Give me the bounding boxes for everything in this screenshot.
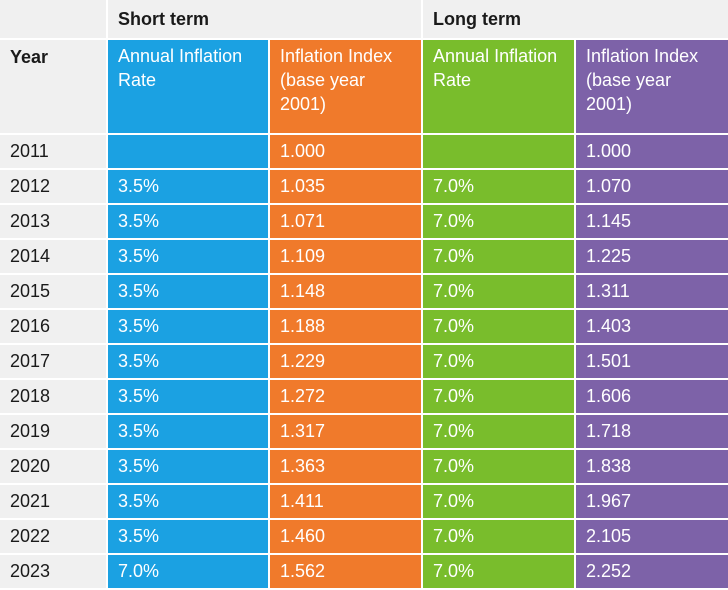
table-row: 2018 3.5% 1.272 7.0% 1.606 xyxy=(0,380,728,415)
cell-long-rate: 7.0% xyxy=(423,310,575,345)
cell-short-index: 1.109 xyxy=(270,240,422,275)
cell-short-index: 1.272 xyxy=(270,380,422,415)
cell-long-rate: 7.0% xyxy=(423,380,575,415)
table-row: 2020 3.5% 1.363 7.0% 1.838 xyxy=(0,450,728,485)
table-row: 2011 1.000 1.000 xyxy=(0,135,728,170)
table-row: 2017 3.5% 1.229 7.0% 1.501 xyxy=(0,345,728,380)
cell-short-index: 1.460 xyxy=(270,520,422,555)
cell-long-index: 1.501 xyxy=(576,345,728,380)
cell-short-rate: 3.5% xyxy=(108,240,268,275)
table-body: 2011 1.000 1.000 2012 3.5% 1.035 7.0% 1.070 2013… xyxy=(0,135,728,590)
cell-long-index: 1.718 xyxy=(576,415,728,450)
group-header-long-term: Long term xyxy=(423,0,728,40)
column-header-long-index: Inflation Index (base year 2001) xyxy=(576,40,728,135)
cell-long-index: 1.311 xyxy=(576,275,728,310)
cell-long-rate xyxy=(423,135,575,170)
table-row: 2021 3.5% 1.411 7.0% 1.967 xyxy=(0,485,728,520)
cell-year: 2020 xyxy=(0,450,106,485)
cell-short-rate: 3.5% xyxy=(108,520,268,555)
group-header-short-term: Short term xyxy=(108,0,422,40)
cell-year: 2021 xyxy=(0,485,106,520)
cell-short-rate: 3.5% xyxy=(108,205,268,240)
cell-year: 2012 xyxy=(0,170,106,205)
cell-year: 2013 xyxy=(0,205,106,240)
cell-short-index: 1.035 xyxy=(270,170,422,205)
table-row: 2022 3.5% 1.460 7.0% 2.105 xyxy=(0,520,728,555)
cell-long-index: 1.967 xyxy=(576,485,728,520)
cell-short-index: 1.562 xyxy=(270,555,422,590)
column-header-year: Year xyxy=(0,40,106,135)
column-header-long-rate: Annual Inflation Rate xyxy=(423,40,575,135)
cell-short-rate: 3.5% xyxy=(108,450,268,485)
cell-short-index: 1.363 xyxy=(270,450,422,485)
cell-short-index: 1.411 xyxy=(270,485,422,520)
cell-year: 2023 xyxy=(0,555,106,590)
cell-year: 2016 xyxy=(0,310,106,345)
cell-short-rate xyxy=(108,135,268,170)
cell-long-index: 1.070 xyxy=(576,170,728,205)
cell-short-index: 1.229 xyxy=(270,345,422,380)
cell-long-rate: 7.0% xyxy=(423,205,575,240)
cell-short-rate: 7.0% xyxy=(108,555,268,590)
table-row: 2019 3.5% 1.317 7.0% 1.718 xyxy=(0,415,728,450)
cell-long-rate: 7.0% xyxy=(423,170,575,205)
cell-short-rate: 3.5% xyxy=(108,415,268,450)
cell-long-rate: 7.0% xyxy=(423,415,575,450)
cell-short-rate: 3.5% xyxy=(108,485,268,520)
cell-short-rate: 3.5% xyxy=(108,310,268,345)
cell-year: 2018 xyxy=(0,380,106,415)
cell-year: 2017 xyxy=(0,345,106,380)
table-row: 2014 3.5% 1.109 7.0% 1.225 xyxy=(0,240,728,275)
cell-long-index: 2.252 xyxy=(576,555,728,590)
cell-long-rate: 7.0% xyxy=(423,450,575,485)
table-row: 2016 3.5% 1.188 7.0% 1.403 xyxy=(0,310,728,345)
cell-year: 2022 xyxy=(0,520,106,555)
cell-long-index: 2.105 xyxy=(576,520,728,555)
cell-year: 2019 xyxy=(0,415,106,450)
table-row: 2012 3.5% 1.035 7.0% 1.070 xyxy=(0,170,728,205)
cell-long-rate: 7.0% xyxy=(423,345,575,380)
cell-long-rate: 7.0% xyxy=(423,240,575,275)
cell-short-rate: 3.5% xyxy=(108,380,268,415)
cell-long-rate: 7.0% xyxy=(423,275,575,310)
cell-short-index: 1.000 xyxy=(270,135,422,170)
cell-long-rate: 7.0% xyxy=(423,555,575,590)
cell-short-index: 1.148 xyxy=(270,275,422,310)
group-header-row: Short term Long term xyxy=(0,0,728,40)
cell-long-index: 1.606 xyxy=(576,380,728,415)
cell-long-index: 1.145 xyxy=(576,205,728,240)
cell-short-index: 1.188 xyxy=(270,310,422,345)
cell-year: 2014 xyxy=(0,240,106,275)
cell-short-rate: 3.5% xyxy=(108,275,268,310)
cell-short-rate: 3.5% xyxy=(108,345,268,380)
cell-year: 2011 xyxy=(0,135,106,170)
cell-short-index: 1.317 xyxy=(270,415,422,450)
cell-long-index: 1.838 xyxy=(576,450,728,485)
column-header-short-index: Inflation Index (base year 2001) xyxy=(270,40,422,135)
cell-long-rate: 7.0% xyxy=(423,485,575,520)
cell-long-index: 1.403 xyxy=(576,310,728,345)
cell-short-index: 1.071 xyxy=(270,205,422,240)
cell-year: 2015 xyxy=(0,275,106,310)
cell-long-rate: 7.0% xyxy=(423,520,575,555)
cell-short-rate: 3.5% xyxy=(108,170,268,205)
column-header-row: Year Annual Inflation Rate Inflation Ind… xyxy=(0,40,728,135)
table-row: 2013 3.5% 1.071 7.0% 1.145 xyxy=(0,205,728,240)
group-header-blank xyxy=(0,0,106,40)
column-header-short-rate: Annual Inflation Rate xyxy=(108,40,268,135)
table-row: 2015 3.5% 1.148 7.0% 1.311 xyxy=(0,275,728,310)
table-row: 2023 7.0% 1.562 7.0% 2.252 xyxy=(0,555,728,590)
cell-long-index: 1.225 xyxy=(576,240,728,275)
cell-long-index: 1.000 xyxy=(576,135,728,170)
